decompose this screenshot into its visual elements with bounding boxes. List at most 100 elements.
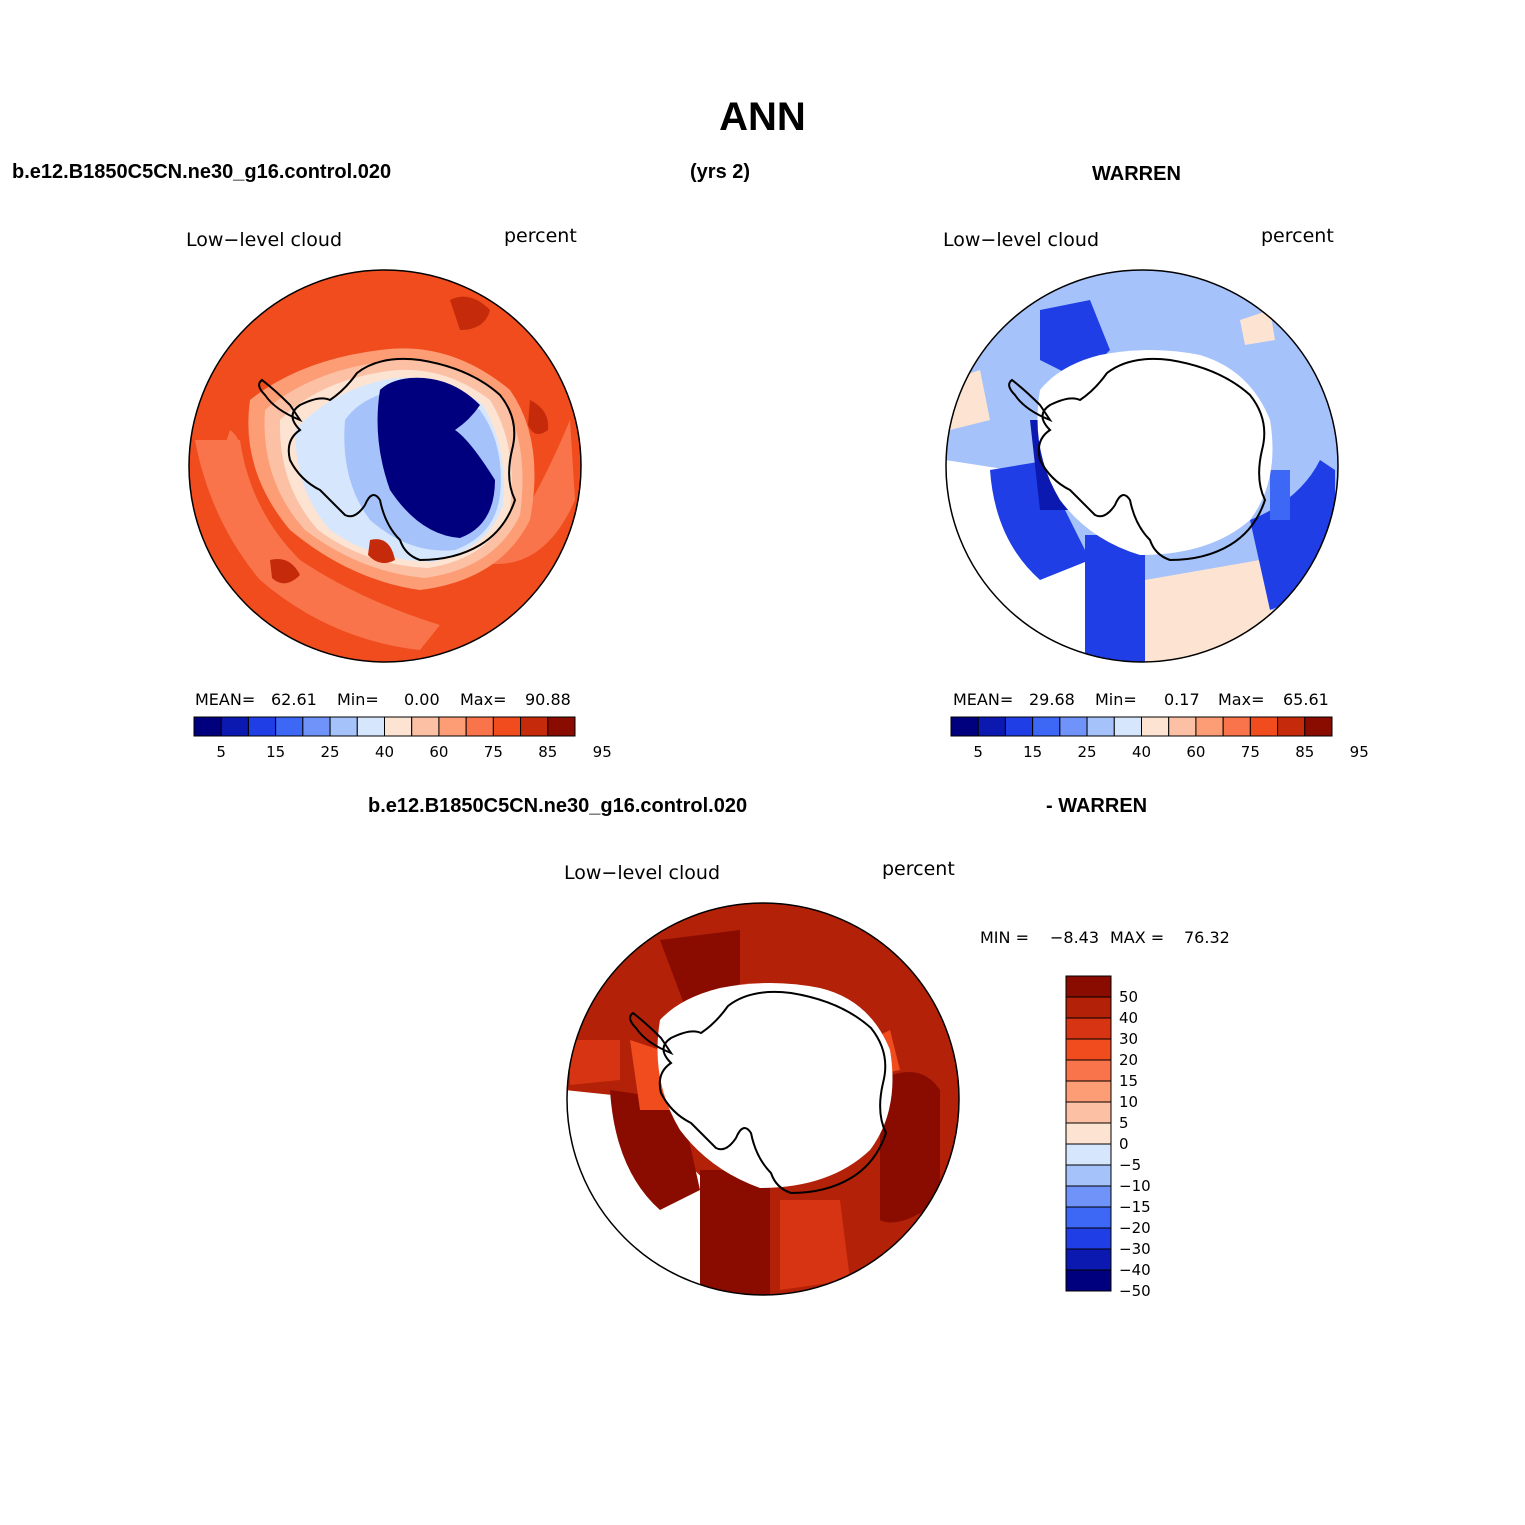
panel1-colorbar-tick-label: 5 <box>216 743 226 761</box>
panel1-colorbar-box <box>547 716 576 737</box>
panel3-colorbar-tick-label: −40 <box>1119 1261 1151 1279</box>
panel2-colorbar-box <box>1195 716 1224 737</box>
figure-title: ANN <box>719 95 806 139</box>
panel1-colorbar-box <box>438 716 467 737</box>
panel1-max-value: 90.88 <box>525 690 571 709</box>
panel3-colorbar-box <box>1065 1269 1112 1292</box>
panel3-region-30-west <box>570 1040 620 1085</box>
panel1-patch-5 <box>225 430 242 470</box>
panel3-min-value: −8.43 <box>1050 928 1100 947</box>
years-label: (yrs 2) <box>690 161 751 183</box>
panel2-min-label: Min= <box>1095 690 1137 709</box>
panel3-max-label: MAX = <box>1110 928 1165 947</box>
panel3-antarctica-coastline <box>629 990 888 1195</box>
panel2-region-25-south <box>1085 535 1145 662</box>
panel1-colorbar-box <box>384 716 413 737</box>
panel2-colorbar-box <box>1032 716 1061 737</box>
panel3-colorbar-tick-label: 30 <box>1119 1030 1139 1048</box>
panel2-min-value: 0.17 <box>1164 690 1200 709</box>
panel3-colorbar-tick-label: −50 <box>1119 1282 1151 1300</box>
panel1-min-label: Min= <box>337 690 379 709</box>
panel2-colorbar-box <box>1004 716 1034 737</box>
panel3-min-label: MIN = <box>980 928 1029 947</box>
panel2-colorbar-box <box>1277 716 1306 737</box>
panel2-colorbar-tick-label: 15 <box>1023 743 1043 761</box>
panel3-colorbar-tick-label: −5 <box>1119 1156 1142 1174</box>
panel3-colorbar-box <box>1065 975 1112 998</box>
panel3-missing-interior <box>657 983 893 1188</box>
panel3-colorbar <box>1065 975 1112 1292</box>
panel1-variable-label: Low−level cloud <box>186 229 343 251</box>
panel3-colorbar-box <box>1065 1080 1112 1103</box>
panel2-mean-value: 29.68 <box>1029 690 1075 709</box>
panel2-region-25 <box>990 460 1090 580</box>
panel3-region-30-south <box>780 1200 850 1290</box>
panel3-region-50-east <box>880 1072 940 1223</box>
panel1-patch-3 <box>270 559 300 584</box>
panel1-colorbar-tick-label: 60 <box>429 743 449 761</box>
panel3-colorbar-tick-label: −15 <box>1119 1198 1151 1216</box>
panel1-antarctica-coastline <box>258 357 517 562</box>
panel2-colorbar-box <box>1249 716 1279 737</box>
obs-name-label: WARREN <box>1092 163 1181 185</box>
panel2-colorbar-tick-label: 40 <box>1131 743 1152 761</box>
panel3-colorbar-box <box>1065 1059 1112 1082</box>
panel2-antarctica-coastline <box>1008 357 1267 562</box>
case-name-label: b.e12.B1850C5CN.ne30_g16.control.020 <box>12 161 392 183</box>
panel3-variable-label: Low−level cloud <box>564 862 721 884</box>
panel3-colorbar-tick-label: −10 <box>1119 1177 1151 1195</box>
panel2-missing-interior <box>1037 350 1273 555</box>
panel3-units-label: percent <box>882 858 955 880</box>
diff-case-name-label: b.e12.B1850C5CN.ne30_g16.control.020 <box>368 795 748 817</box>
panel3-colorbar-box <box>1065 1017 1112 1040</box>
panel3-polar-map <box>566 902 960 1296</box>
panel2-colorbar-box <box>1222 716 1251 737</box>
panel3-colorbar-box <box>1065 1164 1112 1187</box>
panel1-colorbar-tick-label: 15 <box>266 743 286 761</box>
panel1-max-label: Max= <box>460 690 507 709</box>
panel2-region-15-east <box>1270 470 1290 520</box>
panel3-colorbar-box <box>1065 1143 1112 1166</box>
panel2-units-label: percent <box>1261 225 1334 247</box>
panel3-colorbar-tick-label: 0 <box>1119 1135 1129 1153</box>
panel3-colorbar-tick-label: 50 <box>1119 988 1139 1006</box>
panel1-patch-4 <box>368 539 395 564</box>
panel2-colorbar-box <box>950 716 979 737</box>
panel2-colorbar-tick-label: 60 <box>1186 743 1206 761</box>
panel2-colorbar-box <box>1141 716 1170 737</box>
panel2-colorbar-tick-label: 5 <box>973 743 983 761</box>
panel3-colorbar-box <box>1065 1038 1112 1061</box>
panel1-polar-map <box>188 269 582 663</box>
panel2-colorbar-box <box>1168 716 1197 737</box>
panel2-colorbar-tick-label: 85 <box>1295 743 1315 761</box>
panel3-colorbar-tick-label: 5 <box>1119 1114 1129 1132</box>
panel1-colorbar-box <box>492 716 522 737</box>
panel1-colorbar-tick-label: 25 <box>320 743 340 761</box>
panel3-colorbar-box <box>1065 1185 1112 1208</box>
panel1-colorbar <box>193 716 576 737</box>
panel1-units-label: percent <box>504 225 577 247</box>
panel2-polar-map <box>945 269 1339 663</box>
panel1-ice-5 <box>377 377 495 538</box>
panel1-colorbar-box <box>356 716 385 737</box>
panel1-colorbar-box <box>220 716 249 737</box>
panel2-colorbar-box <box>977 716 1006 737</box>
panel1-band-75-west <box>195 440 440 650</box>
panel1-colorbar-box <box>275 716 304 737</box>
panel1-colorbar-tick-label: 40 <box>374 743 395 761</box>
panel3-max-value: 76.32 <box>1184 928 1230 947</box>
panel1-colorbar-box <box>247 716 277 737</box>
panel2-colorbar-box <box>1113 716 1143 737</box>
panel2-colorbar-box <box>1304 716 1333 737</box>
panel1-colorbar-tick-label: 85 <box>538 743 558 761</box>
panel3-colorbar-tick-label: 10 <box>1119 1093 1139 1111</box>
panel3-map-border <box>566 902 960 1296</box>
panel1-band-75-east <box>470 420 575 564</box>
panel1-colorbar-box <box>302 716 331 737</box>
panel1-colorbar-box <box>193 716 222 737</box>
panel1-colorbar-tick-label: 95 <box>592 743 612 761</box>
panel2-max-label: Max= <box>1218 690 1265 709</box>
panel3-region-50-south <box>700 1170 770 1295</box>
panel3-colorbar-box <box>1065 1206 1112 1229</box>
